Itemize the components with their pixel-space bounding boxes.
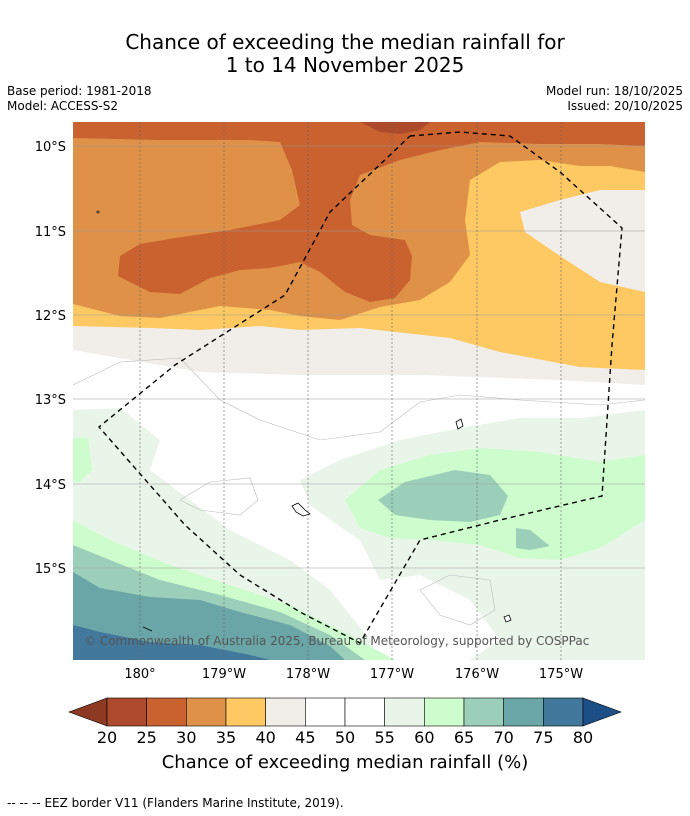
title-line-1: Chance of exceeding the median rainfall … [125, 30, 565, 54]
field-20-25 [360, 122, 430, 134]
colorbar-swatch [463, 697, 504, 727]
colorbar-tick-label: 20 [97, 728, 117, 747]
title-line-2: 1 to 14 November 2025 [225, 53, 465, 77]
issued-date: Issued: 20/10/2025 [567, 99, 683, 113]
lon-label: 180° [124, 667, 155, 682]
island [142, 626, 153, 632]
longitude-labels: 180° 179°W 178°W 177°W 176°W 175°W [124, 667, 583, 682]
chart-title: Chance of exceeding the median rainfall … [0, 31, 690, 77]
colorbar-tick-label: 45 [295, 728, 315, 747]
colorbar-tick-label: 60 [414, 728, 434, 747]
contour-line [73, 357, 645, 441]
field-60-65-w [73, 438, 92, 482]
colorbar-swatch [344, 697, 385, 727]
copyright-notice: © Commonwealth of Australia 2025, Bureau… [84, 634, 589, 648]
colorbar-tick-label: 40 [255, 728, 275, 747]
field-25-30 [73, 122, 645, 302]
colorbar-swatch [424, 697, 465, 727]
island [455, 418, 464, 430]
lon-label: 175°W [539, 667, 583, 682]
colorbar-tick-label: 70 [493, 728, 513, 747]
lat-label: 12°S [35, 309, 66, 324]
island [503, 614, 512, 623]
colorbar-tick-label: 80 [573, 728, 593, 747]
island-outlines [96, 210, 512, 632]
colorbar-tick-label: 75 [533, 728, 553, 747]
map-gridlines [73, 122, 645, 660]
lat-label: 14°S [35, 478, 66, 493]
colorbar-tick-label: 65 [454, 728, 474, 747]
lon-label: 176°W [455, 667, 499, 682]
eez-legend-symbol: -- -- -- [7, 796, 41, 810]
map-field [73, 122, 645, 660]
lon-label: 179°W [202, 667, 246, 682]
model-run: Model run: 18/10/2025 [545, 84, 683, 98]
lon-label: 178°W [286, 667, 330, 682]
meta-left: Base period: 1981-2018 Model: ACCESS-S2 [7, 84, 152, 114]
colorbar-over-triangle [582, 697, 622, 727]
lon-label: 177°W [370, 667, 414, 682]
colorbar-swatch [225, 697, 266, 727]
colorbar-tick-label: 55 [374, 728, 394, 747]
field-75-80-sw [73, 625, 270, 660]
colorbar-title: Chance of exceeding median rainfall (%) [161, 752, 529, 773]
field-65-70-small [516, 528, 550, 550]
base-period: Base period: 1981-2018 [7, 84, 152, 98]
colorbar-swatch [543, 697, 584, 727]
contour-line [419, 574, 496, 626]
lat-label: 15°S [35, 562, 66, 577]
colorbar-swatch [305, 697, 346, 727]
colorbar-swatch [503, 697, 544, 727]
field-65-70-e [378, 470, 508, 522]
colorbar-tick-label: 30 [176, 728, 196, 747]
colorbar: 20 25 30 35 40 45 50 55 60 65 70 75 80 [68, 697, 622, 747]
colorbar-swatch [186, 697, 227, 727]
contour-line [179, 477, 259, 516]
island [291, 502, 311, 517]
meta-right: Model run: 18/10/2025 Issued: 20/10/2025 [546, 84, 683, 114]
lat-label: 11°S [35, 225, 66, 240]
field-70-75-sw [73, 572, 345, 660]
colorbar-swatch [384, 697, 425, 727]
island [96, 210, 100, 214]
footer-legend: -- -- -- EEZ border V11 (Flanders Marine… [7, 796, 344, 810]
eez-legend-text: EEZ border V11 (Flanders Marine Institut… [44, 796, 344, 810]
colorbar-swatch [265, 697, 306, 727]
colorbar-tick-label: 25 [136, 728, 156, 747]
colorbar-swatch [106, 697, 147, 727]
colorbar-tick-label: 50 [335, 728, 355, 747]
colorbar-under-triangle [68, 697, 108, 727]
colorbar-swatch [146, 697, 187, 727]
model-name: Model: ACCESS-S2 [7, 99, 119, 113]
lat-label: 10°S [35, 140, 66, 155]
latitude-labels: 10°S 11°S 12°S 13°S 14°S 15°S [35, 140, 66, 577]
colorbar-tick-label: 35 [216, 728, 236, 747]
lat-label: 13°S [35, 393, 66, 408]
